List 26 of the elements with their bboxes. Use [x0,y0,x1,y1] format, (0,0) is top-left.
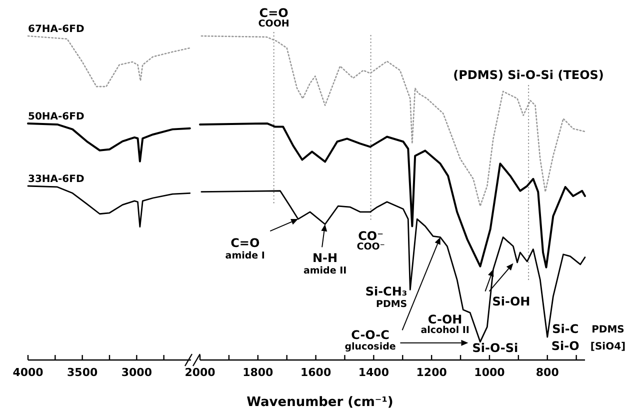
series-label: 67HA-6FD [28,24,84,35]
annotation: C-OH alcohol II [420,312,470,336]
annotation: Si-CH₃ PDMS [365,284,408,310]
annotation: Si-OH [492,294,530,308]
annotation: C=O amide I [225,236,265,262]
x-tick-label: 1200 [416,366,448,379]
ref-line-label: C=O COOH [258,6,290,30]
x-tick-label: 3000 [121,366,152,379]
x-tick-label: 1600 [300,366,332,379]
annotation: C-O-C glucoside [344,328,396,353]
x-tick-label: 2000 [184,366,216,379]
x-tick-label: 1400 [358,366,390,379]
series-label: 50HA-6FD [28,111,84,122]
series-label: 33HA-6FD [28,174,84,186]
annotation: Si-O-Si [472,340,518,355]
x-axis-title: Wavenumber (cm⁻¹) [246,395,394,410]
x-tick-label: 1000 [474,366,506,379]
x-tick-label: 800 [536,366,560,379]
annotation: N-H amide II [303,251,347,277]
x-tick-label: 4000 [12,366,44,379]
x-tick-label: 1800 [242,366,274,379]
ref-line-label: (PDMS) Si-O-Si (TEOS) [453,68,604,82]
x-tick-label: 3500 [67,366,98,379]
ref-line-label: CO⁻ COO⁻ [356,229,385,252]
text: PDMS [SiO4] [590,324,626,352]
annotation: Si-C Si-O [551,322,580,353]
